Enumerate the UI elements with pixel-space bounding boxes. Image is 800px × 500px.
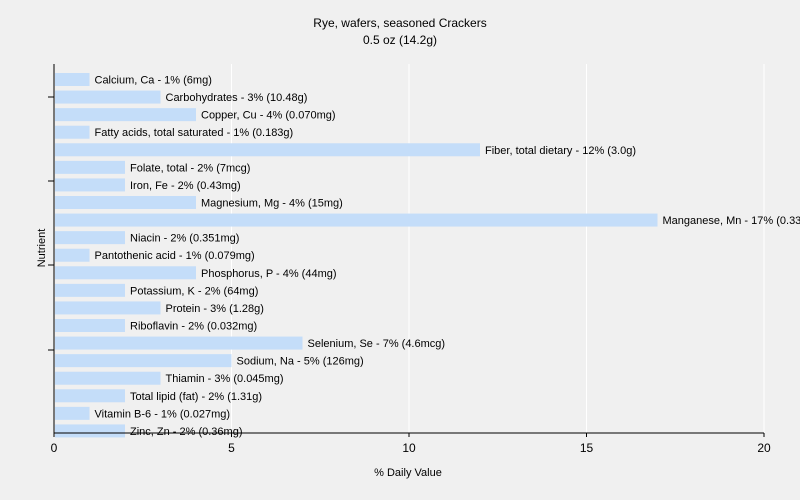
bar-label: Fatty acids, total saturated - 1% (0.183…: [95, 127, 294, 139]
bar: [55, 283, 125, 297]
bar-label: Manganese, Mn - 17% (0.337mg): [663, 215, 800, 227]
gridlines: [231, 64, 765, 433]
axes: 0 5 10 15 20: [48, 64, 771, 455]
bar: [55, 160, 125, 174]
bar: [55, 213, 658, 227]
bar: [55, 389, 125, 403]
bar: [55, 178, 125, 192]
bar-label: Potassium, K - 2% (64mg): [130, 285, 258, 297]
x-tick-label: 0: [51, 441, 58, 455]
bar-label: Total lipid (fat) - 2% (1.31g): [130, 391, 262, 403]
bar-label: Riboflavin - 2% (0.032mg): [130, 321, 257, 333]
bar-label: Phosphorus, P - 4% (44mg): [201, 268, 337, 280]
bar: [55, 125, 90, 139]
bar: [55, 371, 161, 385]
bar-label: Thiamin - 3% (0.045mg): [166, 373, 284, 385]
bar: [55, 248, 90, 262]
bar-label: Niacin - 2% (0.351mg): [130, 233, 239, 245]
x-tick-label: 5: [228, 441, 235, 455]
bar: [55, 196, 196, 209]
bar-label: Iron, Fe - 2% (0.43mg): [130, 180, 241, 192]
bar-label: Pantothenic acid - 1% (0.079mg): [95, 250, 255, 262]
bar: [55, 319, 125, 332]
bar: [55, 231, 125, 245]
bar-label: Vitamin B-6 - 1% (0.027mg): [95, 408, 231, 420]
bar: [55, 90, 161, 104]
bar-label: Magnesium, Mg - 4% (15mg): [201, 198, 343, 210]
bar: [55, 406, 90, 420]
chart-title: Rye, wafers, seasoned Crackers: [313, 16, 486, 30]
bar: [55, 73, 90, 86]
bar-label: Folate, total - 2% (7mcg): [130, 162, 250, 174]
chart-subtitle: 0.5 oz (14.2g): [363, 33, 437, 47]
bar: [55, 354, 232, 368]
bars: Calcium, Ca - 1% (6mg) Carbohydrates - 3%…: [55, 73, 800, 438]
bar: [55, 143, 480, 157]
x-tick-label: 10: [402, 441, 416, 455]
bar-label: Sodium, Na - 5% (126mg): [237, 356, 364, 368]
bar: [55, 336, 303, 350]
x-tick-label: 20: [757, 441, 771, 455]
y-axis-title: Nutrient: [36, 229, 48, 268]
bar-label: Zinc, Zn - 2% (0.36mg): [130, 426, 242, 438]
bar-label: Copper, Cu - 4% (0.070mg): [201, 110, 336, 122]
x-axis-title: % Daily Value: [374, 467, 442, 479]
bar: [55, 301, 161, 315]
bar-label: Carbohydrates - 3% (10.48g): [166, 92, 308, 104]
x-tick-label: 15: [580, 441, 594, 455]
bar-label: Calcium, Ca - 1% (6mg): [95, 75, 212, 87]
bar-label: Selenium, Se - 7% (4.6mcg): [308, 338, 446, 350]
bar-label: Fiber, total dietary - 12% (3.0g): [485, 145, 636, 157]
bar: [55, 424, 125, 438]
bar: [55, 266, 196, 280]
bar-label: Protein - 3% (1.28g): [166, 303, 264, 315]
bar: [55, 108, 196, 122]
